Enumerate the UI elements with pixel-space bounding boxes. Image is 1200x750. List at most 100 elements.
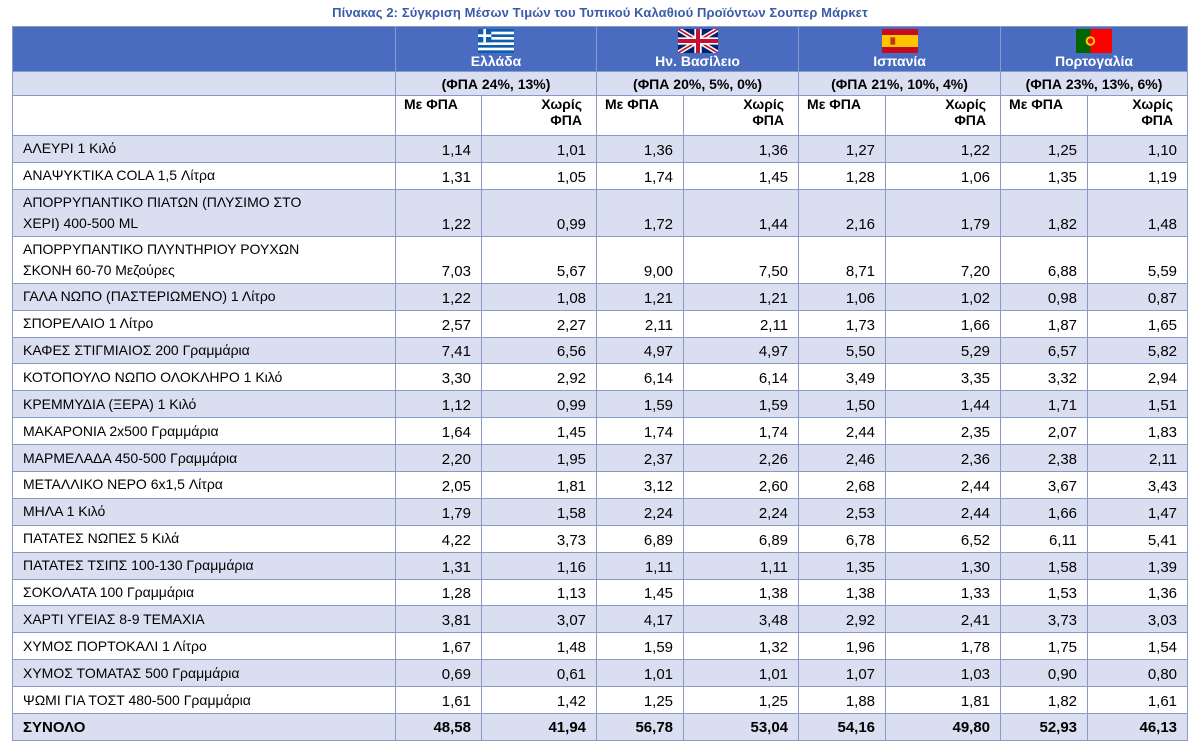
total-row: ΣΥΝΟΛΟ 48,58 41,94 56,78 53,04 54,16 49,80 52,9…	[12, 713, 1189, 742]
price-without-vat: 3,03	[1087, 605, 1189, 634]
price-without-vat: 1,01	[480, 135, 598, 163]
price-with-vat: 2,05	[395, 471, 482, 499]
price-without-vat: 3,43	[1087, 471, 1189, 499]
price-with-vat: 1,35	[798, 551, 887, 580]
product-name: ΑΛΕΥΡΙ 1 Κιλό	[12, 135, 396, 163]
price-without-vat: 6,14	[683, 363, 800, 392]
price-without-vat: 1,30	[885, 551, 1002, 580]
price-without-vat: 7,50	[683, 235, 800, 284]
price-with-vat: 2,44	[798, 417, 887, 446]
price-with-vat: 1,11	[596, 551, 685, 580]
price-without-vat: 1,10	[1087, 135, 1189, 163]
price-with-vat: 7,03	[395, 235, 482, 284]
price-with-vat: 1,82	[1000, 686, 1089, 715]
table-row: ΓΑΛΑ ΝΩΠΟ (ΠΑΣΤΕΡΙΩΜΕΝΟ) 1 Λίτρο 1,22 1,08…	[12, 282, 1189, 311]
vat-rate-row: (ΦΠΑ 24%, 13%) (ΦΠΑ 20%, 5%, 0%) (ΦΠΑ 21…	[12, 71, 1189, 96]
price-with-vat: 1,12	[395, 390, 482, 419]
price-with-vat: 1,31	[395, 551, 482, 580]
table-row: ΧΥΜΟΣ ΤΟΜΑΤΑΣ 500 Γραμμάρια 0,69 0,61 1,01 1…	[12, 659, 1189, 688]
price-with-vat: 6,88	[1000, 235, 1089, 284]
price-without-vat: 1,44	[885, 390, 1002, 419]
vat-rate-spain: (ΦΠΑ 21%, 10%, 4%)	[798, 71, 1002, 96]
price-with-vat: 1,58	[1000, 551, 1089, 580]
price-without-vat: 1,48	[480, 632, 598, 661]
country-name: Ην. Βασίλειο	[655, 53, 740, 69]
price-without-vat: 2,35	[885, 417, 1002, 446]
price-with-vat: 1,74	[596, 417, 685, 446]
price-with-vat: 1,25	[596, 686, 685, 715]
price-without-vat: 2,60	[683, 471, 800, 499]
greece-flag-icon	[478, 29, 514, 53]
price-without-vat: 2,41	[885, 605, 1002, 634]
price-with-vat: 2,92	[798, 605, 887, 634]
price-with-vat: 3,32	[1000, 363, 1089, 392]
price-without-vat: 1,42	[480, 686, 598, 715]
price-with-vat: 0,69	[395, 659, 482, 688]
price-without-vat: 1,61	[1087, 686, 1189, 715]
price-with-vat: 7,41	[395, 336, 482, 365]
price-with-vat: 4,22	[395, 524, 482, 553]
price-with-vat: 1,79	[395, 497, 482, 526]
price-with-vat: 1,64	[395, 417, 482, 446]
price-without-vat: 1,36	[683, 135, 800, 163]
total-with-vat: 54,16	[798, 713, 887, 742]
country-name: Ισπανία	[873, 53, 926, 69]
price-without-vat: 1,11	[683, 551, 800, 580]
product-name: ΑΠΟΡΡΥΠΑΝΤΙΚΟ ΠΙΑΤΩΝ (ΠΛΥΣΙΜΟ ΣΤΟ ΧΕΡΙ) 4…	[12, 188, 396, 237]
total-with-vat: 52,93	[1000, 713, 1089, 742]
price-with-vat: 1,27	[798, 135, 887, 163]
without-vat-header: Χωρίς ΦΠΑ	[1087, 95, 1189, 136]
country-name: Ελλάδα	[470, 53, 522, 69]
price-with-vat: 3,30	[395, 363, 482, 392]
price-without-vat: 2,27	[480, 309, 598, 338]
price-without-vat: 1,48	[1087, 188, 1189, 237]
price-with-vat: 1,36	[596, 135, 685, 163]
price-without-vat: 2,26	[683, 444, 800, 473]
without-vat-header: Χωρίς ΦΠΑ	[683, 95, 800, 136]
price-without-vat: 2,24	[683, 497, 800, 526]
price-without-vat: 1,95	[480, 444, 598, 473]
product-name: ΚΑΦΕΣ ΣΤΙΓΜΙΑΙΟΣ 200 Γραμμάρια	[12, 336, 396, 365]
price-with-vat: 1,75	[1000, 632, 1089, 661]
table-row: ΑΛΕΥΡΙ 1 Κιλό 1,14 1,01 1,36 1,36 1,27 1,22 1,2…	[12, 135, 1189, 163]
vat-blank-cell	[12, 71, 396, 96]
price-without-vat: 2,11	[683, 309, 800, 338]
price-without-vat: 2,92	[480, 363, 598, 392]
price-without-vat: 1,78	[885, 632, 1002, 661]
product-name: ΜΑΚΑΡΟΝΙΑ 2x500 Γραμμάρια	[12, 417, 396, 446]
without-vat-header: Χωρίς ΦΠΑ	[480, 95, 598, 136]
price-without-vat: 1,03	[885, 659, 1002, 688]
price-without-vat: 1,59	[683, 390, 800, 419]
price-with-vat: 9,00	[596, 235, 685, 284]
price-with-vat: 1,66	[1000, 497, 1089, 526]
country-name: Πορτογαλία	[1055, 53, 1134, 69]
price-without-vat: 2,11	[1087, 444, 1189, 473]
price-without-vat: 5,41	[1087, 524, 1189, 553]
table-row: ΧΥΜΟΣ ΠΟΡΤΟΚΑΛΙ 1 Λίτρο 1,67 1,48 1,59 1,32 1…	[12, 632, 1189, 661]
price-without-vat: 1,01	[683, 659, 800, 688]
product-name: ΜΕΤΑΛΛΙΚΟ ΝΕΡΟ 6x1,5 Λίτρα	[12, 471, 396, 499]
price-with-vat: 1,87	[1000, 309, 1089, 338]
price-with-vat: 6,14	[596, 363, 685, 392]
product-name: ΧΥΜΟΣ ΤΟΜΑΤΑΣ 500 Γραμμάρια	[12, 659, 396, 688]
price-without-vat: 3,73	[480, 524, 598, 553]
table-row: ΜΑΡΜΕΛΑΔΑ 450-500 Γραμμάρια 2,20 1,95 2,37 2…	[12, 444, 1189, 473]
price-without-vat: 1,32	[683, 632, 800, 661]
vat-rate-greece: (ΦΠΑ 24%, 13%)	[394, 71, 598, 96]
price-without-vat: 2,44	[885, 497, 1002, 526]
with-vat-header: Με ΦΠΑ	[596, 95, 685, 136]
price-without-vat: 1,65	[1087, 309, 1189, 338]
price-with-vat: 2,46	[798, 444, 887, 473]
price-with-vat: 4,97	[596, 336, 685, 365]
with-vat-header: Με ΦΠΑ	[395, 95, 482, 136]
product-name: ΣΠΟΡΕΛΑΙΟ 1 Λίτρο	[12, 309, 396, 338]
price-without-vat: 1,45	[480, 417, 598, 446]
price-without-vat: 1,19	[1087, 161, 1189, 190]
without-vat-header: Χωρίς ΦΠΑ	[885, 95, 1002, 136]
price-with-vat: 0,98	[1000, 282, 1089, 311]
price-without-vat: 1,79	[885, 188, 1002, 237]
price-with-vat: 8,71	[798, 235, 887, 284]
price-with-vat: 1,45	[596, 578, 685, 607]
price-without-vat: 5,59	[1087, 235, 1189, 284]
price-with-vat: 2,16	[798, 188, 887, 237]
